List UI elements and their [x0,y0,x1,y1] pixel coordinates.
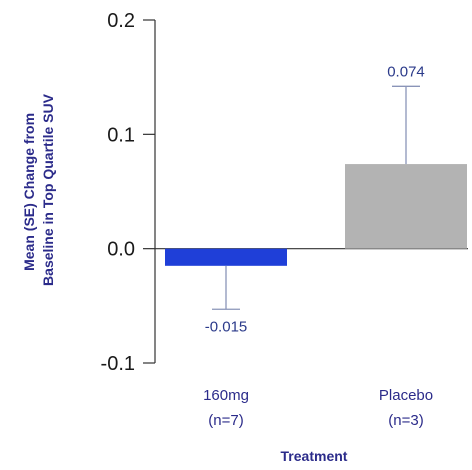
x-axis-title: Treatment [281,448,348,464]
y-tick-label: -0.1 [101,353,135,375]
x-category-label: Placebo [379,387,433,404]
x-category-sublabel: (n=3) [388,412,423,429]
y-tick-label: 0.0 [107,239,135,261]
data-label: 0.074 [387,63,425,80]
bar [345,164,467,249]
y-axis: -0.1 0.0 0.1 0.2 [101,10,156,375]
y-axis-title: Mean (SE) Change from Baseline in Top Qu… [21,93,56,286]
y-axis-title-line-2: Baseline in Top Quartile SUV [40,93,56,286]
x-category-label: 160mg [203,387,249,404]
y-axis-title-line-1: Mean (SE) Change from [21,113,37,271]
data-label: -0.015 [205,318,248,335]
y-tick-label: 0.1 [107,124,135,146]
bar [165,248,287,266]
x-category-sublabel: (n=7) [208,412,243,429]
y-tick-label: 0.2 [107,10,135,32]
